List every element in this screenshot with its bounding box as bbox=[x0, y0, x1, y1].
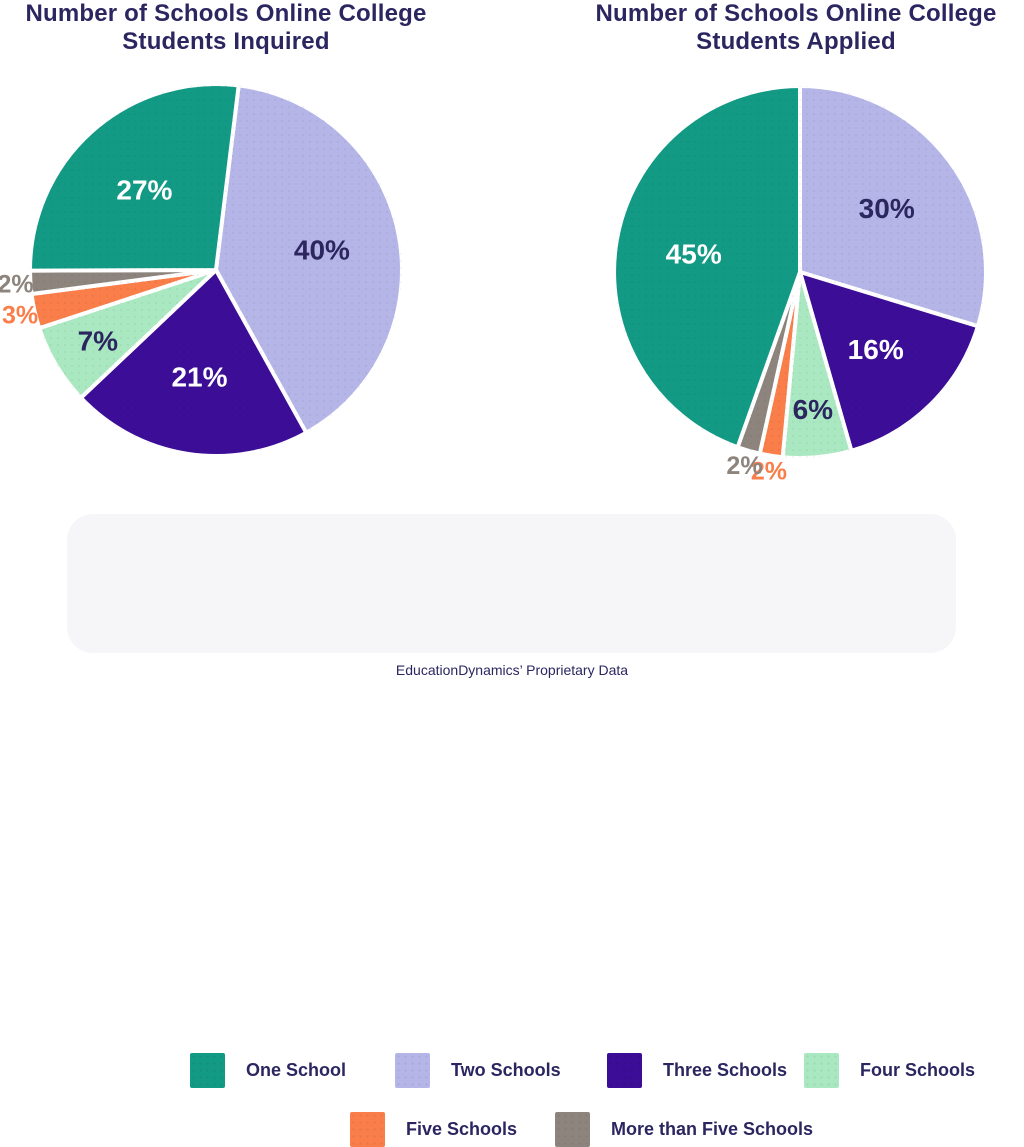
pie-value-label: 7% bbox=[78, 326, 119, 357]
pie-applied: 30% 16% 6% 2%2% 45% bbox=[612, 84, 988, 486]
pie-value-label: 40% bbox=[294, 234, 350, 265]
four-schools-label: Four Schools bbox=[860, 1060, 976, 1080]
legend-item-one-school: One School bbox=[190, 1053, 346, 1088]
legend-item-two-schools: Two Schools bbox=[395, 1053, 561, 1088]
more-than-five-schools-swatch bbox=[555, 1112, 590, 1147]
pie-dot-texture bbox=[30, 84, 402, 456]
three-schools-label: Three Schools bbox=[663, 1060, 788, 1080]
one-school-swatch bbox=[190, 1053, 225, 1088]
right-chart-title: Number of Schools Online College Student… bbox=[568, 0, 1024, 56]
pie-value-label: 45% bbox=[666, 239, 722, 270]
two-schools-swatch bbox=[395, 1053, 430, 1088]
two-schools-label: Two Schools bbox=[451, 1060, 561, 1080]
pie-value-label: 2% bbox=[751, 458, 787, 486]
left-chart-title-line2: Students Inquired bbox=[122, 28, 330, 55]
four-schools-swatch bbox=[804, 1053, 839, 1088]
legend-item-three-schools: Three Schools bbox=[607, 1053, 787, 1088]
right-chart-title-line1: Number of Schools Online College bbox=[595, 0, 997, 27]
legend: One School Two Schools Three Schools Fou… bbox=[67, 514, 975, 1147]
pie-dot-texture bbox=[614, 86, 986, 458]
five-schools-swatch bbox=[350, 1112, 385, 1147]
right-chart-title-line2: Students Applied bbox=[696, 28, 896, 55]
pie-value-label: 30% bbox=[859, 193, 915, 224]
more-than-five-schools-label: More than Five Schools bbox=[611, 1119, 814, 1139]
left-chart-title-line1: Number of Schools Online College bbox=[25, 0, 427, 27]
pie-inquired: 40% 21% 7% 3% 2% 27% bbox=[0, 82, 405, 458]
three-schools-swatch bbox=[607, 1053, 642, 1088]
legend-item-five-schools: Five Schools bbox=[350, 1112, 517, 1147]
pie-value-label: 6% bbox=[793, 394, 834, 425]
pie-value-label: 2% bbox=[726, 452, 762, 480]
five-schools-label: Five Schools bbox=[406, 1119, 518, 1139]
pie-value-label: 3% bbox=[2, 302, 38, 330]
pie-value-label: 21% bbox=[171, 362, 227, 393]
pie-value-label: 2% bbox=[0, 270, 34, 298]
pie-charts-svg: 40%21%7%3%2%27% 30%16%6%2%2%45% bbox=[0, 82, 988, 486]
pie-value-label: 16% bbox=[848, 334, 904, 365]
one-school-label: One School bbox=[246, 1060, 347, 1080]
left-chart-title: Number of Schools Online College Student… bbox=[0, 0, 452, 56]
footer-attribution: EducationDynamics’ Proprietary Data bbox=[395, 662, 629, 678]
pie-value-label: 27% bbox=[116, 174, 172, 205]
legend-item-more-than-five-schools: More than Five Schools bbox=[555, 1112, 813, 1147]
legend-item-four-schools: Four Schools bbox=[804, 1053, 975, 1088]
